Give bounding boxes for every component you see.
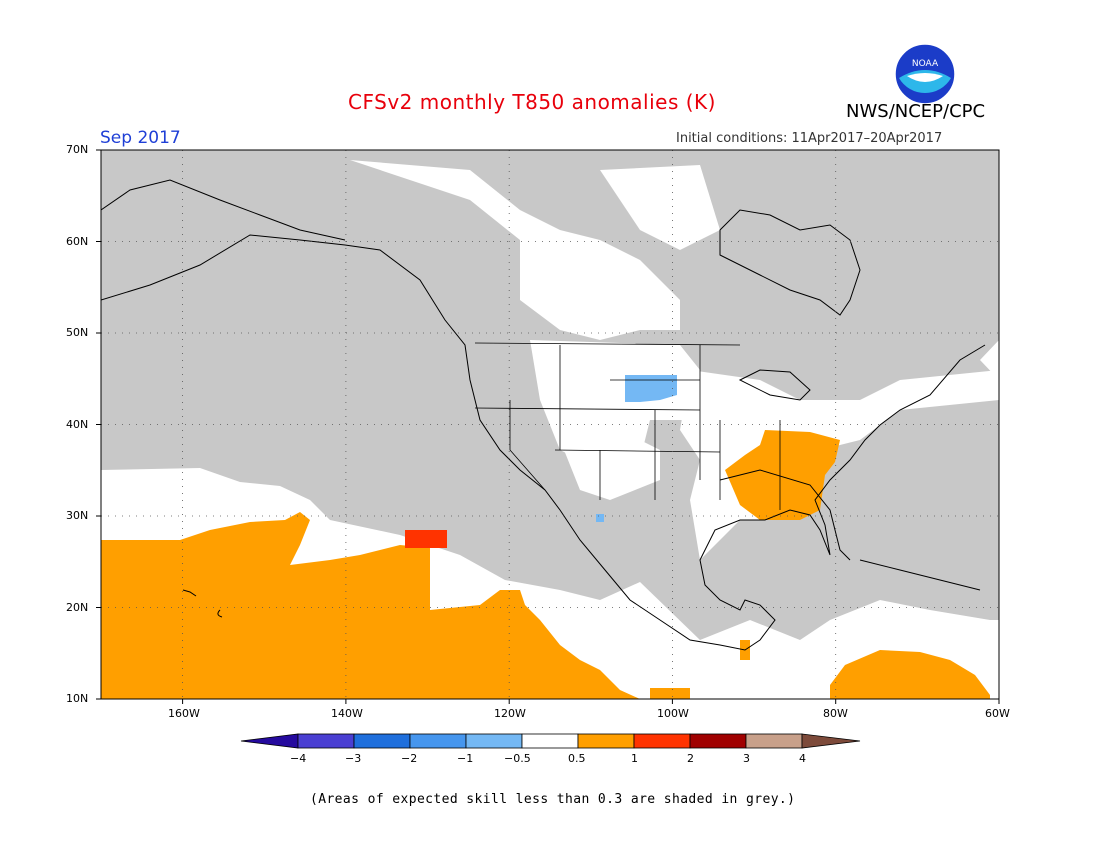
organization-label: NWS/NCEP/CPC — [846, 101, 986, 122]
strong-positive-anomaly — [405, 530, 447, 548]
lon-label: 100W — [657, 707, 689, 720]
negative-anomaly-spot — [596, 514, 604, 522]
lat-label: 10N — [66, 692, 89, 705]
lat-label: 50N — [66, 326, 89, 339]
lon-label: 140W — [331, 707, 363, 720]
positive-anomaly-areas — [101, 430, 990, 699]
anomaly-map — [96, 149, 1000, 704]
colorbar-swatch — [465, 733, 523, 749]
colorbar-tick: 4 — [799, 752, 806, 765]
logo-text: NOAA — [912, 59, 939, 69]
colorbar-tick: 1 — [631, 752, 638, 765]
colorbar-tick: −1 — [457, 752, 474, 765]
color-scale-bar — [240, 733, 861, 749]
lat-label: 20N — [66, 601, 89, 614]
initial-conditions: Initial conditions: 11Apr2017–20Apr2017 — [676, 131, 943, 146]
colorbar-tick: −4 — [290, 752, 307, 765]
colorbar-tick: −2 — [401, 752, 418, 765]
colorbar-swatch — [745, 733, 803, 749]
colorbar-low-arrow — [240, 733, 299, 749]
forecast-month: Sep 2017 — [100, 128, 181, 148]
lat-label: 60N — [66, 235, 89, 248]
coastlines — [101, 179, 986, 651]
colorbar-swatch — [353, 733, 411, 749]
negative-anomaly-area — [625, 375, 677, 402]
map-title: CFSv2 monthly T850 anomalies (K) — [348, 90, 716, 114]
lon-label: 120W — [494, 707, 526, 720]
colorbar-swatch — [521, 733, 579, 749]
colorbar-tick: 0.5 — [568, 752, 586, 765]
colorbar-swatch — [633, 733, 691, 749]
colorbar-tick: −0.5 — [504, 752, 531, 765]
lon-label: 60W — [985, 707, 1010, 720]
colorbar-tick: −3 — [345, 752, 362, 765]
lon-label: 160W — [168, 707, 200, 720]
lat-label: 40N — [66, 418, 89, 431]
colorbar-tick: 3 — [743, 752, 750, 765]
colorbar-swatch — [297, 733, 355, 749]
state-borders — [474, 342, 781, 510]
noaa-logo-icon: NOAA — [894, 43, 956, 105]
axis-ticks — [96, 149, 1000, 704]
map-gridlines — [101, 150, 999, 699]
lon-label: 80W — [823, 707, 848, 720]
lat-label: 70N — [66, 143, 89, 156]
lat-label: 30N — [66, 509, 89, 522]
colorbar-swatch — [577, 733, 635, 749]
skill-footnote: (Areas of expected skill less than 0.3 a… — [310, 792, 796, 807]
colorbar-swatch — [409, 733, 467, 749]
colorbar-swatch — [689, 733, 747, 749]
colorbar-tick: 2 — [687, 752, 694, 765]
colorbar-high-arrow — [801, 733, 861, 749]
